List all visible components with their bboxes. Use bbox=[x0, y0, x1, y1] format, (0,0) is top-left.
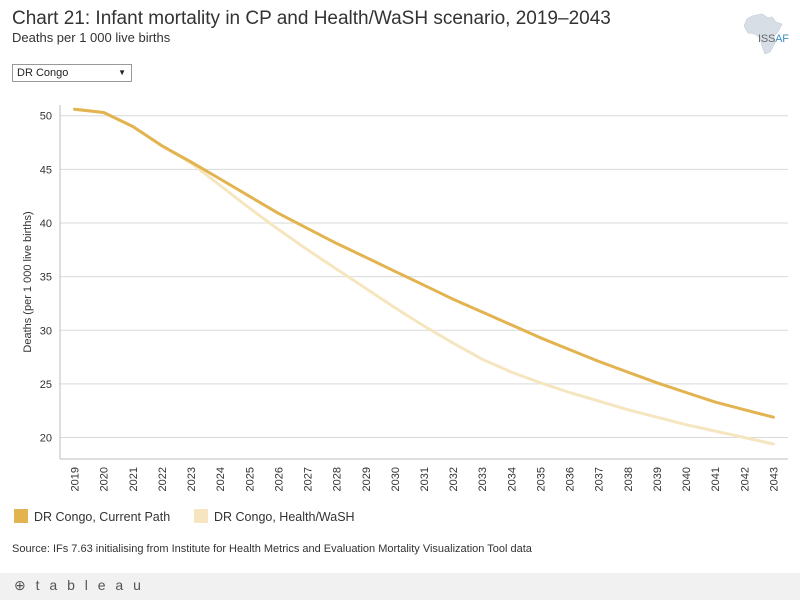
legend-label-current-path: DR Congo, Current Path bbox=[34, 510, 171, 524]
legend-item-health-wash[interactable]: DR Congo, Health/WaSH bbox=[194, 509, 355, 524]
y-axis-ticks: 20 25 30 35 40 45 50 bbox=[40, 111, 52, 445]
grid-lines bbox=[60, 115, 788, 439]
x-tick-label: 2040 bbox=[681, 467, 693, 491]
y-tick-label: 30 bbox=[40, 325, 52, 337]
x-tick-label: 2031 bbox=[419, 467, 431, 491]
iss-logo-text: ISSAF bbox=[758, 33, 789, 45]
x-tick-label: 2041 bbox=[710, 467, 722, 491]
x-tick-label: 2043 bbox=[768, 467, 780, 491]
x-tick-label: 2024 bbox=[215, 467, 227, 491]
legend-swatch-health-wash bbox=[194, 509, 208, 523]
country-dropdown-value: DR Congo bbox=[17, 67, 69, 79]
x-tick-label: 2023 bbox=[186, 467, 198, 491]
y-tick-label: 25 bbox=[40, 379, 52, 391]
x-tick-label: 2033 bbox=[477, 467, 489, 491]
logo-text-iss: ISS bbox=[758, 33, 776, 45]
legend-item-current-path[interactable]: DR Congo, Current Path bbox=[14, 509, 170, 524]
x-tick-label: 2030 bbox=[390, 467, 402, 491]
x-tick-label: 2021 bbox=[128, 467, 140, 491]
y-tick-label: 35 bbox=[40, 272, 52, 284]
x-tick-label: 2036 bbox=[565, 467, 577, 491]
x-tick-label: 2026 bbox=[273, 467, 285, 491]
x-tick-label: 2022 bbox=[157, 467, 169, 491]
x-tick-label: 2028 bbox=[332, 467, 344, 491]
x-tick-label: 2038 bbox=[623, 467, 635, 491]
x-tick-label: 2035 bbox=[535, 467, 547, 491]
series-line-dr-congo-current-path[interactable] bbox=[73, 107, 775, 419]
x-tick-label: 2019 bbox=[70, 467, 82, 491]
chart-title: Chart 21: Infant mortality in CP and Hea… bbox=[12, 8, 611, 29]
chart-subtitle: Deaths per 1 000 live births bbox=[12, 30, 171, 45]
y-tick-label: 40 bbox=[40, 218, 52, 230]
x-tick-label: 2034 bbox=[506, 467, 518, 491]
y-tick-label: 50 bbox=[40, 111, 52, 123]
legend-swatch-current-path bbox=[14, 509, 28, 523]
y-axis-label: Deaths (per 1 000 live births) bbox=[22, 211, 34, 352]
country-dropdown[interactable]: DR Congo ▼ bbox=[12, 64, 132, 82]
x-tick-label: 2042 bbox=[739, 467, 751, 491]
x-tick-label: 2027 bbox=[303, 467, 315, 491]
y-tick-label: 20 bbox=[40, 433, 52, 445]
x-tick-label: 2020 bbox=[99, 467, 111, 491]
x-tick-label: 2025 bbox=[244, 467, 256, 491]
series-lines bbox=[73, 107, 775, 446]
legend-label-health-wash: DR Congo, Health/WaSH bbox=[214, 510, 355, 524]
x-tick-label: 2037 bbox=[594, 467, 606, 491]
source-note: Source: IFs 7.63 initialising from Insti… bbox=[12, 543, 532, 555]
africa-map-logo bbox=[743, 13, 783, 55]
chevron-down-icon: ▼ bbox=[118, 68, 126, 77]
x-tick-label: 2032 bbox=[448, 467, 460, 491]
tableau-footer: ⊕ t a b l e a u bbox=[0, 573, 800, 600]
logo-text-af: AF bbox=[775, 33, 789, 45]
y-tick-label: 45 bbox=[40, 164, 52, 176]
x-tick-label: 2029 bbox=[361, 467, 373, 491]
x-tick-label: 2039 bbox=[652, 467, 664, 491]
x-axis-ticks: 2019 2020 2021 2022 2023 2024 2025 2026 2027 2028… bbox=[70, 467, 781, 491]
tableau-logo[interactable]: ⊕ t a b l e a u bbox=[14, 577, 144, 593]
